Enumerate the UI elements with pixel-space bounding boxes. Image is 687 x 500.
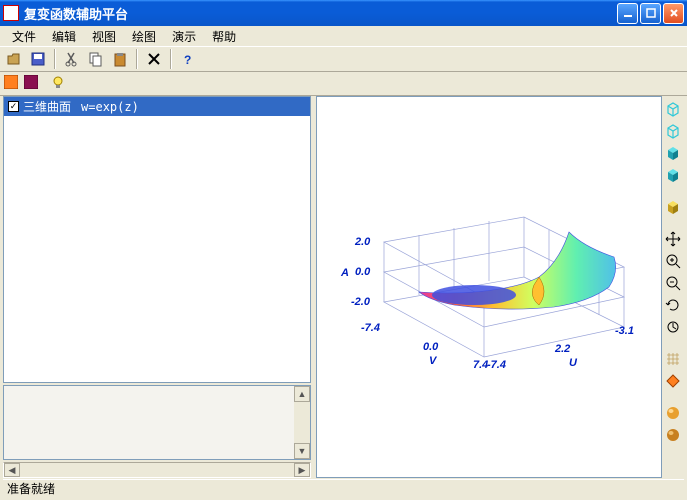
help-icon[interactable]: ? bbox=[178, 49, 198, 69]
swatch2-icon[interactable] bbox=[24, 75, 38, 92]
maximize-button[interactable] bbox=[640, 3, 661, 24]
grid-icon[interactable] bbox=[664, 350, 682, 368]
statusbar: 准备就绪 bbox=[3, 479, 684, 497]
copy-icon[interactable] bbox=[86, 49, 106, 69]
paste-icon[interactable] bbox=[110, 49, 130, 69]
tree-panel[interactable]: ✓ 三维曲面 w=exp(z) bbox=[3, 96, 311, 383]
cube-yellow-icon[interactable] bbox=[664, 198, 682, 216]
axis-u-label: U bbox=[569, 357, 577, 369]
menu-plot[interactable]: 绘图 bbox=[124, 26, 164, 47]
client-area: ✓ 三维曲面 w=exp(z) ▲ ▼ ◀ ▶ bbox=[3, 96, 684, 478]
minimize-button[interactable] bbox=[617, 3, 638, 24]
cube-wire1-icon[interactable] bbox=[664, 100, 682, 118]
sphere2-icon[interactable] bbox=[664, 426, 682, 444]
right-toolbar bbox=[662, 96, 684, 478]
sphere1-icon[interactable] bbox=[664, 404, 682, 422]
tree-item-checkbox[interactable]: ✓ bbox=[8, 101, 19, 112]
reset-icon[interactable] bbox=[664, 318, 682, 336]
plot-viewport[interactable]: 2.0 0.0 -2.0 A -7.4 0.0 7.4 V -7.4 2.2 -… bbox=[316, 96, 662, 478]
status-text: 准备就绪 bbox=[7, 480, 55, 497]
svg-text:?: ? bbox=[184, 53, 191, 67]
zoomin-icon[interactable] bbox=[664, 252, 682, 270]
menu-file[interactable]: 文件 bbox=[4, 26, 44, 47]
tick-a-0: 0.0 bbox=[355, 266, 370, 278]
hscroll-left-icon[interactable]: ◀ bbox=[4, 463, 20, 477]
swatch1-icon[interactable] bbox=[4, 75, 18, 92]
window-title: 复变函数辅助平台 bbox=[24, 4, 617, 23]
menu-view[interactable]: 视图 bbox=[84, 26, 124, 47]
tree-item-label: 三维曲面 bbox=[23, 98, 71, 115]
axis-v-label: V bbox=[429, 355, 436, 367]
tick-v-n74: -7.4 bbox=[361, 322, 380, 334]
rotate-icon[interactable] bbox=[664, 296, 682, 314]
menubar: 文件 编辑 视图 绘图 演示 帮助 bbox=[0, 26, 687, 46]
app-icon bbox=[3, 5, 19, 21]
menu-edit[interactable]: 编辑 bbox=[44, 26, 84, 47]
tick-u-n74: -7.4 bbox=[487, 359, 506, 371]
hscroll-bar[interactable]: ◀ ▶ bbox=[3, 462, 311, 478]
close-button[interactable] bbox=[663, 3, 684, 24]
axis-a-label: A bbox=[341, 267, 349, 279]
property-scrollbar[interactable]: ▲ ▼ bbox=[294, 386, 310, 459]
cube-solid2-icon[interactable] bbox=[664, 166, 682, 184]
scroll-down-icon[interactable]: ▼ bbox=[294, 443, 310, 459]
menu-help[interactable]: 帮助 bbox=[204, 26, 244, 47]
hscroll-right-icon[interactable]: ▶ bbox=[294, 463, 310, 477]
scroll-up-icon[interactable]: ▲ bbox=[294, 386, 310, 402]
left-pane: ✓ 三维曲面 w=exp(z) ▲ ▼ ◀ ▶ bbox=[3, 96, 311, 478]
open-icon[interactable] bbox=[4, 49, 24, 69]
titlebar: 复变函数辅助平台 bbox=[0, 0, 687, 26]
toolbar-secondary bbox=[0, 72, 687, 96]
viewport-wrap: 2.0 0.0 -2.0 A -7.4 0.0 7.4 V -7.4 2.2 -… bbox=[316, 96, 684, 478]
move-icon[interactable] bbox=[664, 230, 682, 248]
tick-a-2: 2.0 bbox=[355, 236, 370, 248]
tree-item-formula: w=exp(z) bbox=[81, 100, 139, 114]
tick-v-0: 0.0 bbox=[423, 341, 438, 353]
cube-solid1-icon[interactable] bbox=[664, 144, 682, 162]
plot3d-svg bbox=[317, 97, 661, 477]
cut-icon[interactable] bbox=[62, 49, 82, 69]
delete-icon[interactable] bbox=[144, 49, 164, 69]
tick-a-n2: -2.0 bbox=[351, 296, 370, 308]
tick-u-n31: -3.1 bbox=[615, 325, 634, 337]
swatch-orange-icon[interactable] bbox=[664, 372, 682, 390]
tick-v-74: 7.4 bbox=[473, 359, 488, 371]
tick-u-22: 2.2 bbox=[555, 343, 570, 355]
zoomout-icon[interactable] bbox=[664, 274, 682, 292]
cube-wire2-icon[interactable] bbox=[664, 122, 682, 140]
tree-item-surface[interactable]: ✓ 三维曲面 w=exp(z) bbox=[4, 97, 310, 116]
window-controls bbox=[617, 3, 684, 24]
light-icon[interactable] bbox=[50, 74, 66, 93]
save-icon[interactable] bbox=[28, 49, 48, 69]
toolbar-main: ? bbox=[0, 46, 687, 72]
property-panel[interactable]: ▲ ▼ bbox=[3, 385, 311, 460]
menu-demo[interactable]: 演示 bbox=[164, 26, 204, 47]
